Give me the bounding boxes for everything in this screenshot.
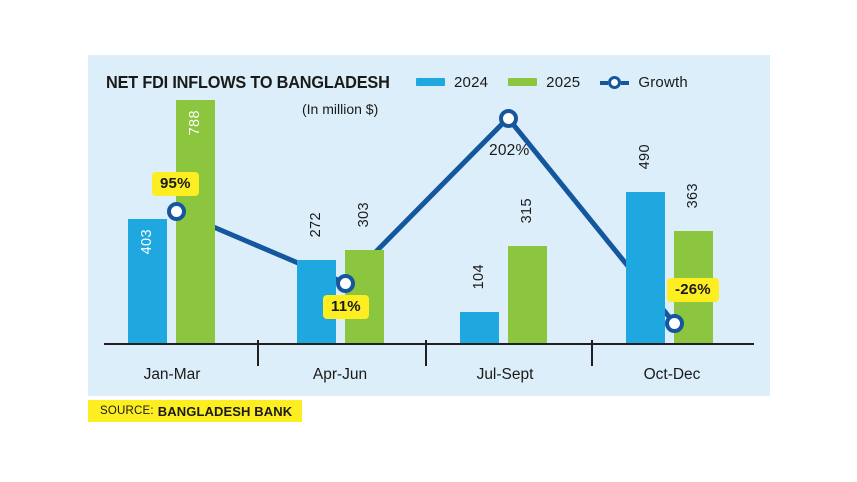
legend-item-growth[interactable]: Growth [600,70,688,94]
chart-subtitle: (In million $) [302,101,379,117]
bar-2025-jul-sept[interactable] [508,246,547,344]
bar-value-label: 303 [355,202,372,228]
bar-2025-jan-mar[interactable] [176,100,215,344]
growth-marker[interactable] [166,201,186,221]
legend-label: 2025 [546,73,581,91]
x-axis-tick [257,340,259,366]
bar-value-label: 315 [518,198,535,224]
legend-growth-marker-icon [600,74,630,90]
growth-value-badge: 202% [489,142,530,159]
x-axis-label: Oct-Dec [643,366,701,383]
source-name-label: BANGLADESH BANK [157,403,293,419]
growth-value-badge: 95% [152,172,199,196]
bar-value-label: 403 [138,229,155,255]
legend-swatch-icon [508,78,538,86]
source-prefix-label: SOURCE: [100,405,154,417]
bar-value-label: 788 [186,110,203,136]
legend-label: 2024 [454,73,489,91]
bar-value-label: 363 [684,183,701,209]
bar-value-label: 490 [636,144,653,170]
bar-2024-oct-dec[interactable] [626,192,665,344]
growth-value-badge: -26% [667,278,719,302]
legend-label: Growth [638,73,688,91]
bar-value-label: 272 [307,212,324,238]
bar-value-label: 104 [470,264,487,290]
source-bar: SOURCE: BANGLADESH BANK [88,400,303,422]
x-axis-label: Apr-Jun [312,366,368,383]
chart-legend: 2024 2025 Growth [416,70,688,94]
chart-header: NET FDI INFLOWS TO BANGLADESH (In millio… [106,70,756,117]
growth-marker[interactable] [335,273,355,293]
x-axis-tick [591,340,593,366]
x-axis-tick [425,340,427,366]
page-title: NET FDI INFLOWS TO BANGLADESH [106,72,390,92]
bar-2024-jan-mar[interactable] [128,219,167,344]
legend-item-2024[interactable]: 2024 [416,70,488,94]
legend-item-2025[interactable]: 2025 [508,70,580,94]
growth-marker[interactable] [664,313,684,333]
growth-value-badge: 11% [323,295,369,319]
bar-2024-jul-sept[interactable] [460,312,499,344]
legend-swatch-icon [416,78,445,86]
growth-marker[interactable] [498,108,518,128]
x-axis-label: Jul-Sept [476,366,534,383]
x-axis-label: Jan-Mar [143,366,201,383]
x-axis-line [104,343,754,345]
